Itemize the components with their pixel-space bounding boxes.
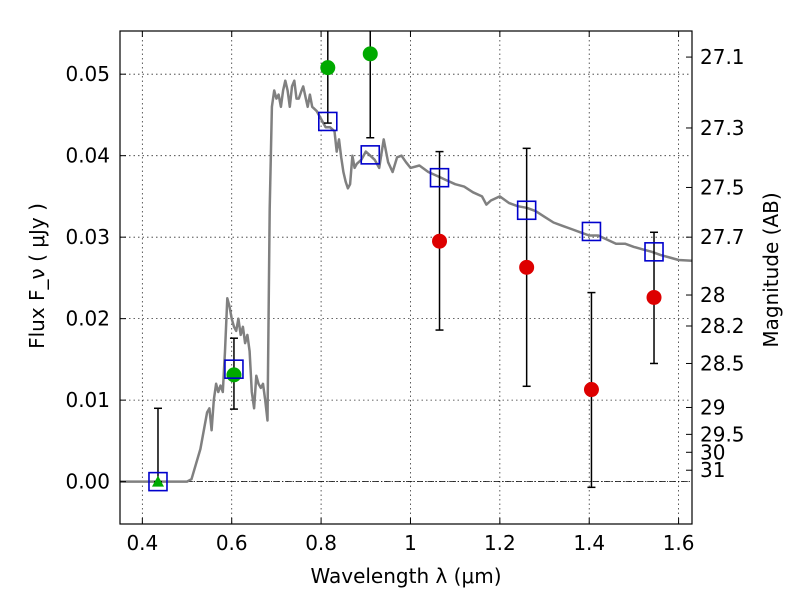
- model-photometry-square: [317, 111, 338, 132]
- right-tick-label: 27.1: [700, 45, 745, 69]
- model-sed-line: [120, 79, 693, 483]
- plot-frame: [119, 30, 693, 525]
- x-tick-label: 1.6: [663, 531, 695, 555]
- detection-point: [320, 60, 336, 76]
- x-tick-label: 1.2: [484, 531, 516, 555]
- model-photometry-square: [429, 167, 450, 188]
- grid-lines: [120, 31, 692, 524]
- right-tick-label: 27.5: [700, 175, 745, 199]
- y-tick-label: 0.04: [65, 144, 110, 168]
- nir-point: [583, 382, 599, 398]
- model-photometry-square: [224, 359, 244, 379]
- right-tick-label: 28.5: [700, 351, 745, 375]
- y-tick-label: 0.01: [65, 388, 110, 412]
- y-axis-label-right: Magnitude (AB): [759, 192, 783, 347]
- y-tick-label: 0.00: [65, 470, 110, 494]
- x-tick-label: 0.8: [305, 531, 337, 555]
- right-tick-label: 29: [700, 395, 725, 419]
- right-tick-label: 29.5: [700, 422, 745, 446]
- data-markers: [148, 46, 664, 492]
- nir-point: [646, 289, 662, 305]
- right-tick-label: 30: [700, 440, 725, 464]
- nir-point: [432, 233, 448, 249]
- y-tick-label: 0.03: [65, 225, 110, 249]
- model-photometry-square: [644, 242, 664, 262]
- x-tick-label: 1.4: [573, 531, 605, 555]
- detection-point: [226, 367, 242, 383]
- right-tick-label: 31: [700, 458, 725, 482]
- right-tick-label: 27.7: [700, 225, 745, 249]
- y-ticks: 0.00 0.01 0.02 0.03 0.04 0.05: [65, 62, 126, 494]
- right-tick-label: 28: [700, 283, 725, 307]
- x-tick-label: 0.6: [216, 531, 248, 555]
- x-ticks: 0.4 0.6 0.8 1 1.2 1.4 1.6: [126, 31, 695, 555]
- y-tick-label: 0.02: [65, 307, 110, 331]
- upper-limit-triangle: [151, 475, 164, 487]
- model-photometry-square: [148, 471, 168, 492]
- right-tick-label: 28.2: [700, 314, 745, 338]
- model-sed: [120, 79, 693, 483]
- model-photometry-square: [581, 221, 602, 242]
- model-photometry-square: [360, 145, 381, 165]
- detection-point: [362, 46, 378, 62]
- error-bars: [153, 31, 659, 489]
- x-axis-label: Wavelength λ (μm): [310, 564, 501, 588]
- x-tick-label: 1: [404, 531, 417, 555]
- right-tick-label: 27.3: [700, 116, 745, 140]
- y-axis-label-left: Flux F_ν ( μJy ): [25, 203, 49, 349]
- model-photometry-square: [516, 200, 537, 221]
- y-tick-label: 0.05: [65, 62, 110, 86]
- x-tick-label: 0.4: [126, 531, 158, 555]
- nir-point: [519, 259, 535, 275]
